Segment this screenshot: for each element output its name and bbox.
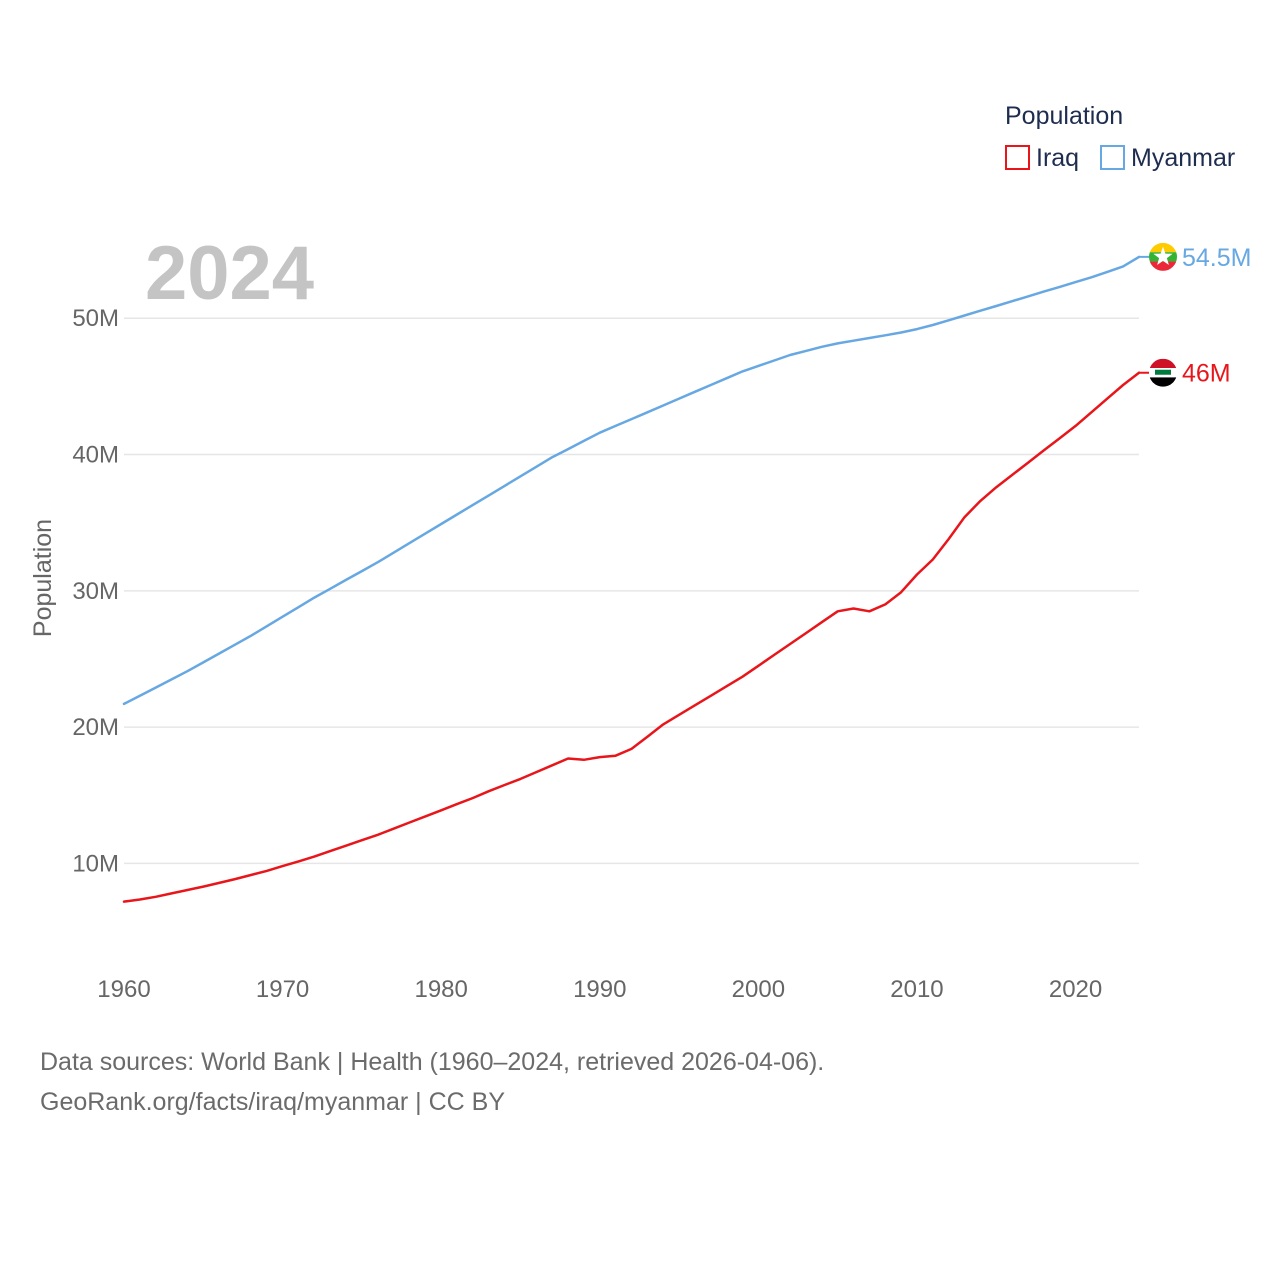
y-tick-label: 20M (72, 714, 119, 741)
x-tick-label: 2010 (890, 976, 943, 1003)
legend-title: Population (1005, 102, 1123, 130)
legend-label-iraq: Iraq (1036, 144, 1079, 172)
current-year-label: 2024 (145, 231, 314, 316)
y-tick-label: 10M (72, 850, 119, 877)
series-lines (122, 255, 1141, 903)
source-url[interactable]: GeoRank.org/facts/iraq/myanmar | CC BY (40, 1088, 505, 1116)
myanmar-flag-icon (1149, 242, 1177, 271)
source-footer: Data sources: World Bank | Health (1960–… (40, 1042, 824, 1122)
legend-label-myanmar: Myanmar (1131, 144, 1235, 172)
x-tick-label: 2020 (1049, 976, 1102, 1003)
iraq-flag-icon (1149, 358, 1177, 387)
legend: Population Iraq Myanmar (1005, 102, 1235, 172)
grid-lines (124, 317, 1139, 865)
y-tick-label: 40M (72, 442, 119, 469)
endpoint-value-iraq: 46M (1182, 360, 1231, 388)
x-axis-ticks: 1960 1970 1980 1990 2000 2010 2020 (97, 976, 1102, 1003)
source-line: Data sources: World Bank | Health (1960–… (40, 1048, 825, 1076)
series-endpoints: 46M 54.5M (1139, 242, 1251, 388)
y-axis-ticks: 10M 20M 30M 40M 50M (72, 305, 119, 877)
legend-item-myanmar[interactable]: Myanmar (1100, 144, 1235, 172)
y-tick-label: 50M (72, 305, 119, 332)
legend-item-iraq[interactable]: Iraq (1005, 144, 1079, 172)
y-tick-label: 30M (72, 578, 119, 605)
y-axis-label: Population (29, 519, 57, 637)
x-tick-label: 2000 (732, 976, 785, 1003)
legend-swatch-myanmar (1100, 145, 1125, 170)
endpoint-value-myanmar: 54.5M (1182, 244, 1251, 272)
x-tick-label: 1960 (97, 976, 150, 1003)
x-tick-label: 1990 (573, 976, 626, 1003)
legend-swatch-iraq (1005, 145, 1030, 170)
series-line-iraq[interactable] (122, 371, 1141, 903)
x-tick-label: 1970 (256, 976, 309, 1003)
x-tick-label: 1980 (414, 976, 467, 1003)
series-line-myanmar[interactable] (122, 255, 1141, 706)
